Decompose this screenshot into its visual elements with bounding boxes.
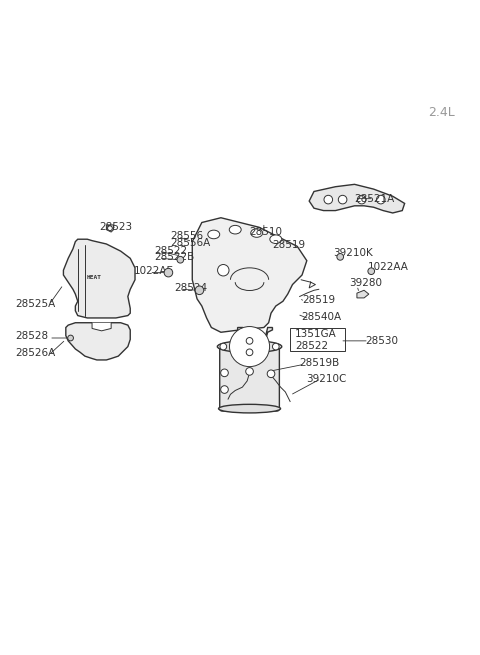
Text: 1351GA: 1351GA <box>295 329 336 339</box>
Circle shape <box>108 226 112 231</box>
Circle shape <box>217 265 229 276</box>
Text: 39210K: 39210K <box>334 248 373 258</box>
Text: 28556: 28556 <box>170 231 204 241</box>
Circle shape <box>376 195 385 204</box>
Ellipse shape <box>218 404 281 413</box>
Circle shape <box>246 367 253 375</box>
Text: 2.4L: 2.4L <box>428 105 455 119</box>
Text: 28556A: 28556A <box>170 238 211 248</box>
Circle shape <box>229 327 270 367</box>
Text: 28540A: 28540A <box>301 312 341 322</box>
FancyBboxPatch shape <box>290 328 345 351</box>
PathPatch shape <box>92 323 111 331</box>
Circle shape <box>267 370 275 378</box>
Ellipse shape <box>251 229 263 237</box>
PathPatch shape <box>66 323 130 360</box>
Text: HEAT: HEAT <box>87 275 102 280</box>
Text: 1022AE: 1022AE <box>134 266 174 276</box>
Ellipse shape <box>229 225 241 234</box>
Text: 28519: 28519 <box>302 295 335 305</box>
Text: 28522B: 28522B <box>154 252 194 263</box>
Text: 28526A: 28526A <box>16 348 56 358</box>
Circle shape <box>358 195 366 204</box>
Text: 28524: 28524 <box>174 284 207 293</box>
Ellipse shape <box>270 235 282 244</box>
Text: 28510: 28510 <box>250 227 283 237</box>
Text: 1022AA: 1022AA <box>368 263 409 272</box>
Circle shape <box>221 386 228 394</box>
PathPatch shape <box>192 217 307 332</box>
Circle shape <box>337 253 344 260</box>
Circle shape <box>68 335 73 341</box>
PathPatch shape <box>357 290 369 298</box>
Text: 39280: 39280 <box>349 278 382 288</box>
Circle shape <box>324 195 333 204</box>
Text: 28519B: 28519B <box>300 358 340 368</box>
Text: 28519: 28519 <box>273 240 306 250</box>
Circle shape <box>246 349 253 356</box>
PathPatch shape <box>238 328 273 348</box>
Text: 28530: 28530 <box>365 336 398 346</box>
Circle shape <box>195 286 204 295</box>
Circle shape <box>177 256 184 263</box>
Text: 28528: 28528 <box>16 331 49 341</box>
Text: 28521A: 28521A <box>355 194 395 204</box>
Text: 28525A: 28525A <box>16 299 56 309</box>
Circle shape <box>221 369 228 377</box>
Ellipse shape <box>208 230 220 238</box>
Circle shape <box>338 195 347 204</box>
PathPatch shape <box>107 225 114 232</box>
Text: 39210C: 39210C <box>306 373 346 384</box>
Circle shape <box>164 269 173 277</box>
Circle shape <box>246 337 253 345</box>
Circle shape <box>273 343 279 350</box>
Text: 28523: 28523 <box>99 222 132 233</box>
PathPatch shape <box>309 184 405 213</box>
PathPatch shape <box>63 239 135 318</box>
Circle shape <box>220 343 227 350</box>
Text: 28522: 28522 <box>295 341 328 350</box>
Circle shape <box>368 268 374 274</box>
FancyBboxPatch shape <box>220 345 279 411</box>
Ellipse shape <box>217 341 282 352</box>
Text: 28522: 28522 <box>154 246 187 255</box>
